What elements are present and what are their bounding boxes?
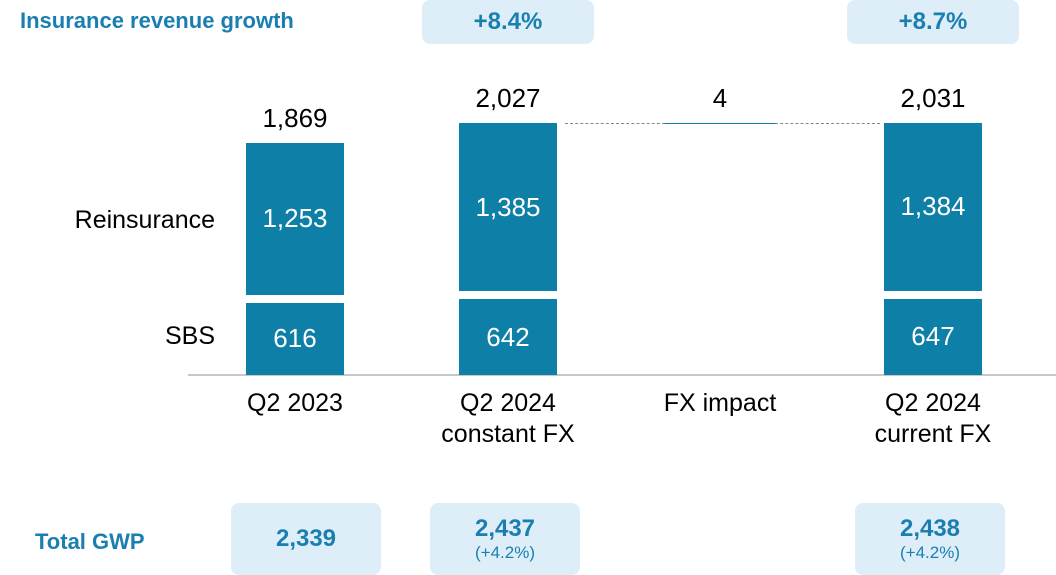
value-label: 616 (273, 323, 317, 354)
x-tick-label: Q2 2023 (247, 389, 343, 417)
x-tick-label: Q2 2024 constant FX (441, 389, 575, 448)
bar-segment: 616 (246, 302, 344, 375)
legend-label: Reinsurance (74, 205, 215, 234)
gwp-box: 2,438 (+4.2%) (855, 503, 1005, 575)
bar-segment: 1,253 (246, 143, 344, 295)
total-label: 1,869 (262, 103, 328, 134)
bar-segment: 1,384 (884, 123, 982, 291)
value-label: 1,253 (262, 203, 328, 234)
fx-bar (665, 122, 775, 124)
gwp-change: (+4.2%) (475, 543, 535, 562)
connector (565, 123, 665, 125)
gwp-change: (+4.2%) (900, 543, 960, 562)
total-label: 2,027 (475, 83, 541, 114)
total-label: 4 (712, 83, 728, 113)
gwp-label: 2,438 (899, 515, 961, 542)
gwp-title: Total GWP (35, 529, 145, 554)
x-tick-label: Q2 2024 current FX (874, 389, 992, 448)
gwp-label: 2,339 (275, 525, 337, 552)
gwp-label: 2,437 (474, 515, 536, 542)
growth-label: +8.4% (473, 8, 543, 35)
bar-segment: 642 (459, 299, 557, 375)
legend-label: SBS (164, 321, 215, 350)
value-label: 647 (911, 321, 955, 352)
growth-label: +8.7% (898, 8, 968, 35)
growth-box: +8.4% (422, 0, 594, 44)
gwp-box: 2,437 (+4.2%) (430, 503, 580, 575)
x-tick-label: FX impact (663, 389, 777, 417)
value-label: 1,385 (475, 191, 541, 222)
total-label: 2,031 (900, 83, 966, 113)
growth-title: Insurance revenue growth (20, 8, 294, 33)
value-label: 1,384 (900, 191, 966, 222)
bar-segment: 1,385 (459, 123, 557, 292)
connector (775, 123, 880, 124)
bar-segment: 647 (884, 298, 982, 375)
gwp-box: 2,339 (231, 503, 381, 575)
baseline (188, 374, 1056, 376)
value-label: 642 (486, 321, 530, 352)
growth-box: +8.7% (847, 0, 1019, 44)
